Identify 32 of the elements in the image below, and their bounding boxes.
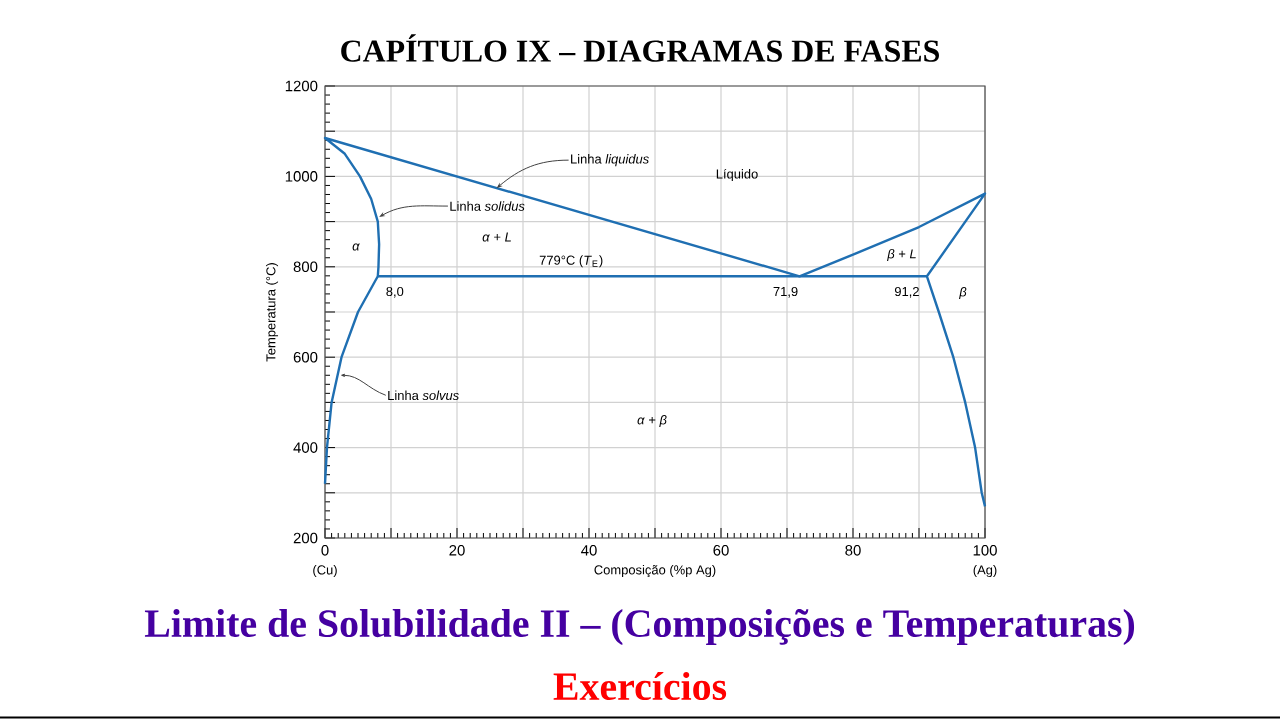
text: Exercícios bbox=[553, 671, 727, 701]
annotation: Líquido bbox=[716, 168, 758, 182]
x-tick-label: 0 bbox=[321, 545, 329, 556]
annotation: 71,9 bbox=[773, 286, 798, 298]
y-tick-label: 600 bbox=[293, 351, 318, 363]
annotation: Linha liquidus bbox=[571, 154, 649, 167]
annotation: α + L bbox=[482, 232, 511, 242]
annotation: Linha solvus bbox=[388, 390, 459, 401]
text: (Ag) bbox=[973, 564, 997, 578]
annotation: β bbox=[959, 286, 967, 300]
text: Limite de Solubilidade II – (Composições e Temperaturas) bbox=[144, 608, 1135, 646]
y-tick-label: 800 bbox=[293, 261, 318, 273]
y-tick-label: 1200 bbox=[285, 80, 318, 92]
annotation: α bbox=[352, 243, 360, 251]
annotation: 8,0 bbox=[386, 286, 404, 298]
x-tick-label: 80 bbox=[845, 545, 861, 556]
x-tick-label: 40 bbox=[581, 545, 597, 556]
annotation: Linha solidus bbox=[450, 201, 525, 211]
chart-title: CAPÍTULO IX – DIAGRAMAS DE FASES bbox=[341, 34, 939, 62]
x-tick-label: 100 bbox=[973, 545, 997, 556]
annotation: β + L bbox=[887, 248, 916, 262]
x-tick-label: 60 bbox=[713, 545, 729, 556]
y-axis-title: Temperatura (°C) bbox=[265, 263, 279, 362]
y-tick-label: 1000 bbox=[285, 171, 318, 182]
y-tick-label: 400 bbox=[293, 442, 318, 453]
annotation: 779°C (T$_{E}$) bbox=[539, 255, 603, 268]
annotation: 91,2 bbox=[894, 286, 919, 298]
annotation: α + β bbox=[637, 414, 667, 428]
x-axis-title: Composição (%p Ag) bbox=[594, 564, 716, 578]
y-tick-label: 200 bbox=[293, 532, 318, 544]
text: (Cu) bbox=[313, 564, 337, 578]
x-tick-label: 20 bbox=[449, 545, 465, 556]
